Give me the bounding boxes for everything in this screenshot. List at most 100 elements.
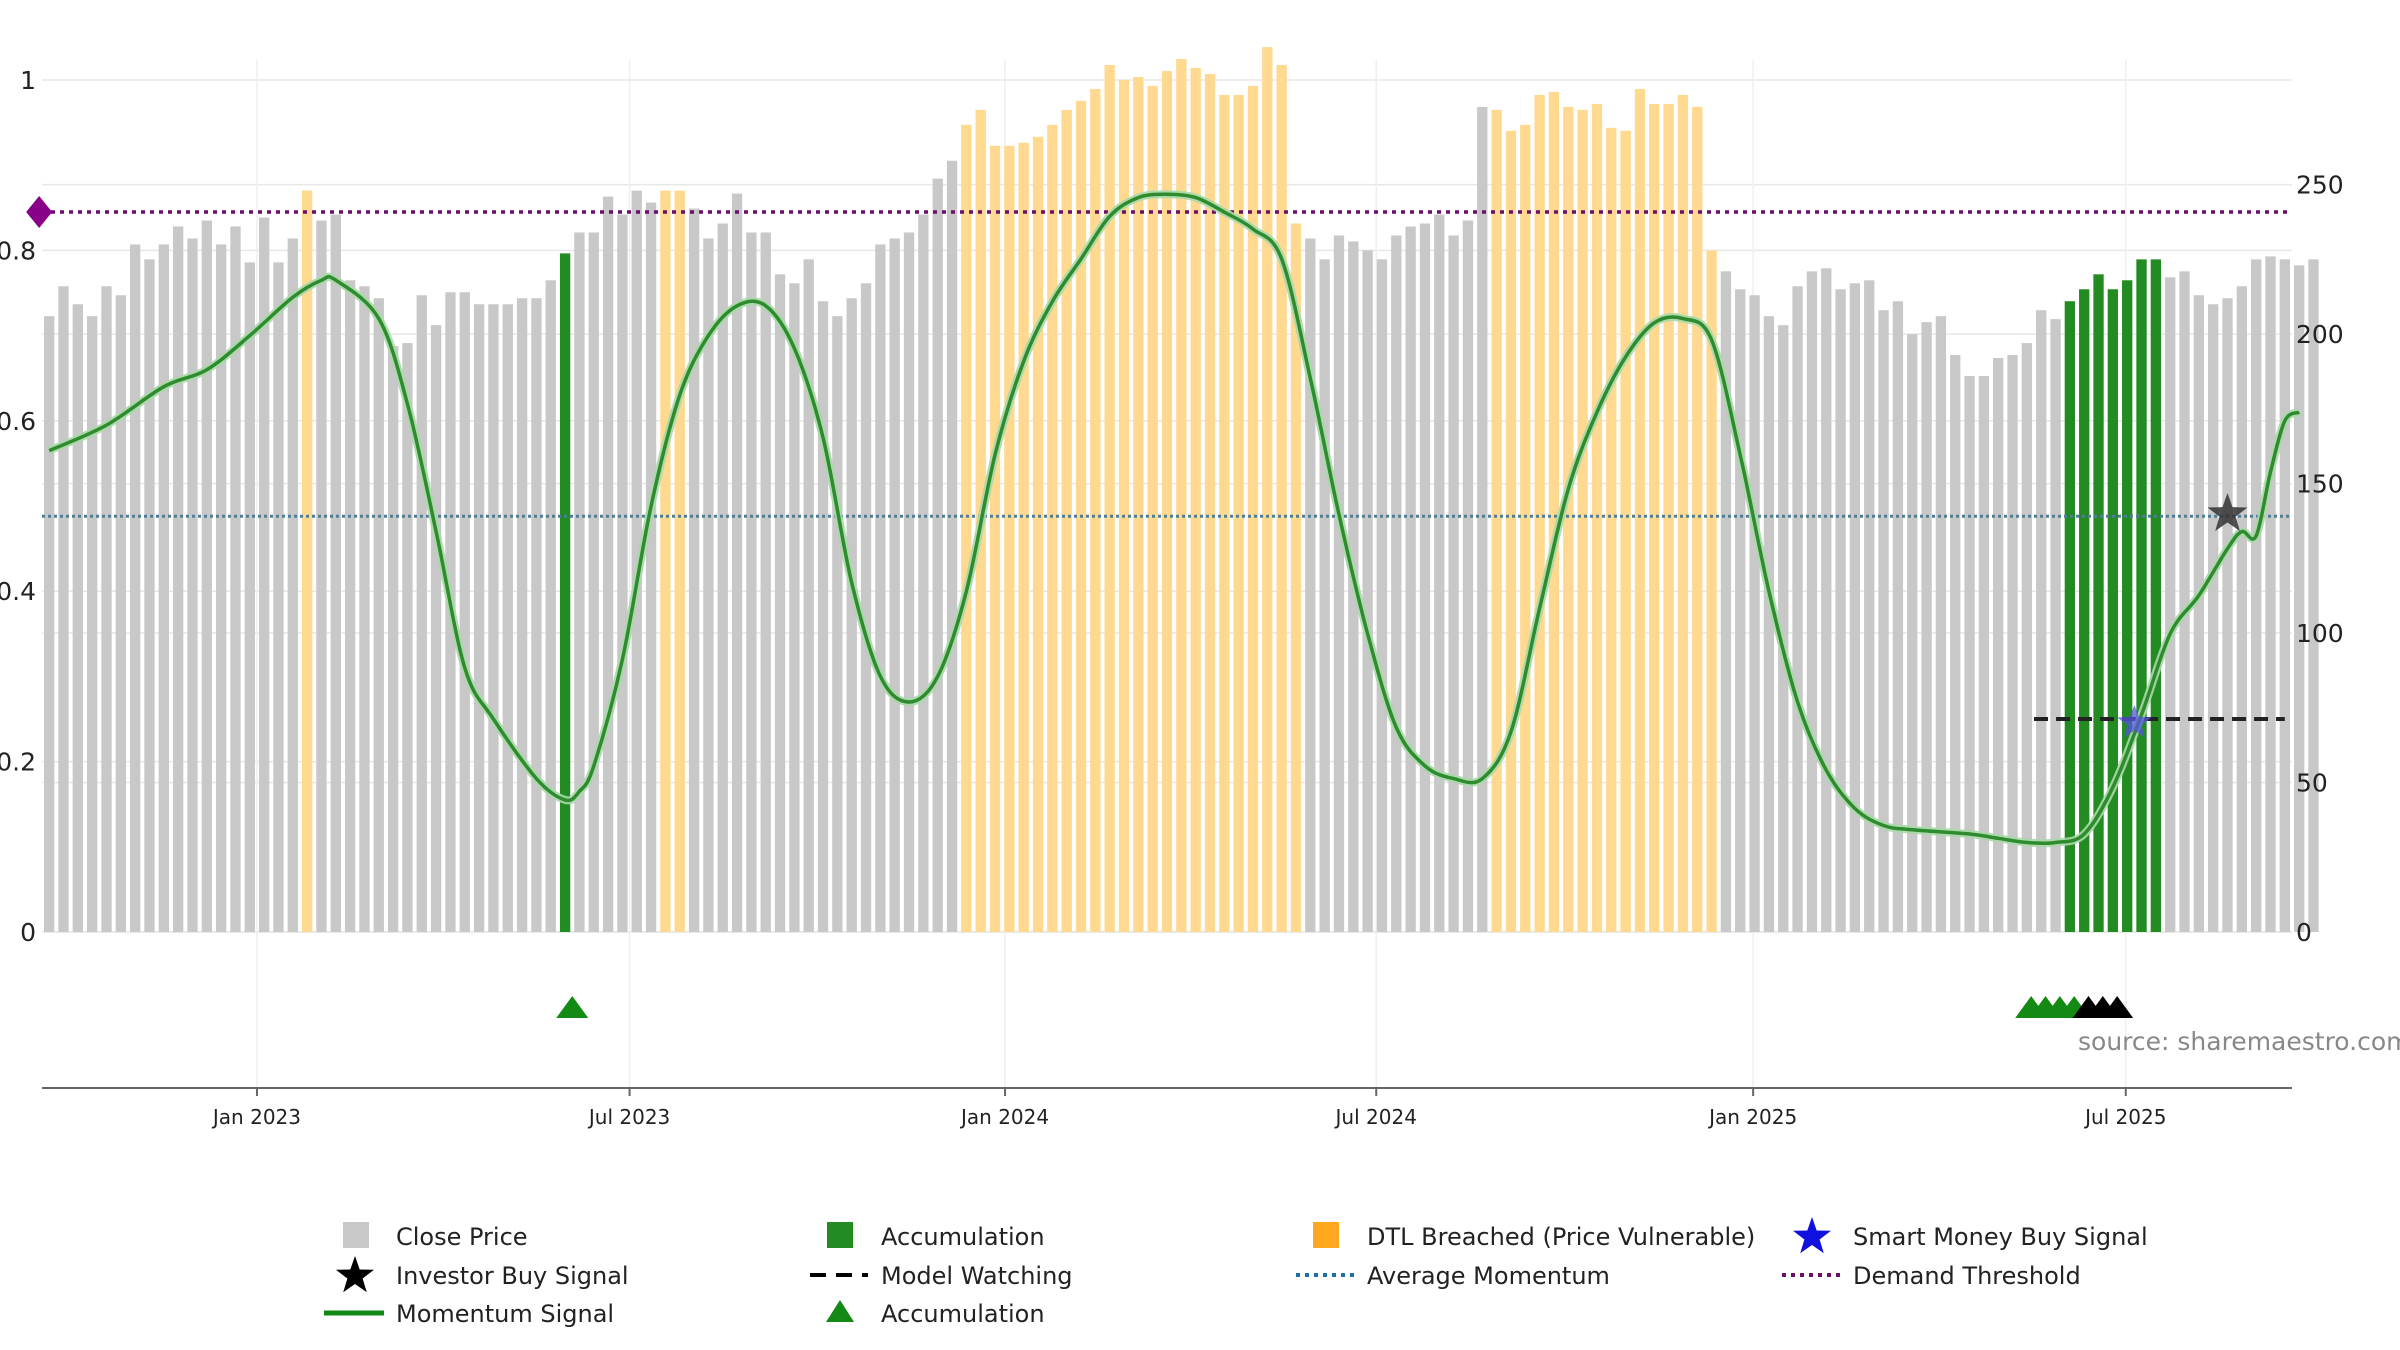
price-bar (2122, 280, 2133, 932)
price-bar (330, 214, 341, 932)
accumulation-triangle-icon (556, 996, 589, 1018)
price-bar (1004, 145, 1015, 932)
price-bar (1405, 226, 1416, 933)
right-tick-label: 150 (2296, 470, 2344, 499)
price-bar (531, 298, 542, 933)
price-bar (473, 304, 485, 933)
price-bar (1935, 316, 1947, 932)
price-bar (1835, 289, 1846, 932)
legend-label-investor: Investor Buy Signal (396, 1262, 629, 1290)
price-bar (832, 316, 843, 932)
tick-labels: Jan 2023 Jul 2023 Jan 2024 Jul 2024 Jan 2025… (0, 66, 2344, 1129)
price-bar (989, 145, 1001, 932)
price-bar (2208, 304, 2219, 933)
price-bar (1233, 94, 1244, 932)
price-bar (774, 274, 786, 932)
price-bar (1993, 358, 2004, 932)
price-bars (44, 47, 2319, 933)
price-bar (1577, 109, 1588, 932)
price-bar (244, 262, 255, 932)
price-bar (889, 238, 900, 932)
price-bar (459, 292, 470, 932)
price-bar (287, 238, 298, 932)
price-bar (903, 232, 915, 932)
price-bar (1778, 325, 1789, 932)
legend-item-dtl: DTL Breached (Price Vulnerable) (1313, 1222, 1755, 1251)
price-bar (1176, 59, 1187, 932)
price-bar (918, 214, 929, 932)
price-bar (645, 202, 657, 932)
left-tick-label: 1 (20, 66, 36, 95)
legend-item-investor: Investor Buy Signal (336, 1256, 629, 1293)
price-bar (1104, 65, 1115, 933)
indicator-lines (42, 190, 2302, 848)
price-bar (2193, 295, 2205, 932)
legend-star-icon-smart-money (1793, 1217, 1831, 1254)
price-bar (1147, 85, 1158, 933)
legend-label-accumulation-triangle: Accumulation (881, 1300, 1045, 1328)
price-bar (158, 244, 169, 933)
price-bar (1333, 235, 1345, 932)
price-bar (1878, 310, 1889, 932)
price-bar (2165, 277, 2176, 932)
price-bar (430, 325, 442, 932)
price-bar (373, 298, 384, 933)
price-bar (1448, 235, 1459, 932)
right-tick-label: 100 (2296, 619, 2344, 648)
price-bar (2279, 259, 2290, 932)
price-bar (2007, 355, 2018, 932)
price-bar (1591, 103, 1603, 933)
left-tick-label: 0.2 (0, 748, 36, 777)
price-bar (1262, 47, 1273, 933)
demand-diamond-marker (26, 196, 53, 229)
price-bar (1677, 94, 1689, 932)
price-bar (588, 232, 599, 932)
price-bar (301, 190, 313, 933)
price-bar (2236, 286, 2247, 932)
price-bar (1047, 124, 1058, 933)
legend-label-demand-threshold: Demand Threshold (1853, 1262, 2081, 1290)
price-bar (1477, 106, 1488, 932)
price-bar (1606, 127, 1617, 932)
price-bar (2093, 274, 2104, 932)
price-bar (2294, 265, 2305, 933)
price-bar (101, 286, 112, 932)
price-bar (1190, 68, 1201, 933)
price-bar (703, 238, 714, 932)
price-bar (860, 283, 872, 932)
left-tick-label: 0.4 (0, 577, 36, 606)
price-bar (129, 244, 141, 933)
legend-swatch-dtl (1313, 1222, 1339, 1248)
price-bar (1821, 268, 1832, 933)
legend-star-icon-investor (336, 1256, 374, 1293)
smart-money-star-icon (2117, 705, 2152, 738)
price-bar (1792, 286, 1803, 932)
price-bar (1520, 124, 1531, 933)
price-bar (1219, 94, 1230, 932)
price-bar (1763, 316, 1775, 932)
legend-item-demand-threshold: Demand Threshold (1782, 1262, 2081, 1290)
price-bar (1290, 223, 1302, 933)
momentum-signal-line (48, 192, 2301, 846)
price-bar (1032, 136, 1044, 933)
price-bar (316, 220, 327, 932)
price-bar (1462, 220, 1474, 932)
x-tick-label: Jul 2025 (2083, 1105, 2166, 1129)
price-bar (2251, 259, 2262, 932)
legend-item-momentum-signal: Momentum Signal (324, 1300, 614, 1328)
price-bar (1391, 235, 1402, 932)
price-bar (846, 298, 857, 933)
price-bar (2222, 298, 2233, 933)
price-bar (1950, 355, 1961, 932)
price-bar (387, 346, 399, 932)
price-bar (1548, 91, 1560, 932)
legend-item-model-watching: Model Watching (810, 1262, 1073, 1290)
price-bar (215, 244, 227, 933)
price-bar (1735, 289, 1746, 932)
legend: Close Price Accumulation DTL Breached (P… (324, 1217, 2148, 1328)
price-bar (559, 253, 571, 932)
price-bar (1749, 295, 1760, 932)
price-bar (1434, 214, 1445, 932)
